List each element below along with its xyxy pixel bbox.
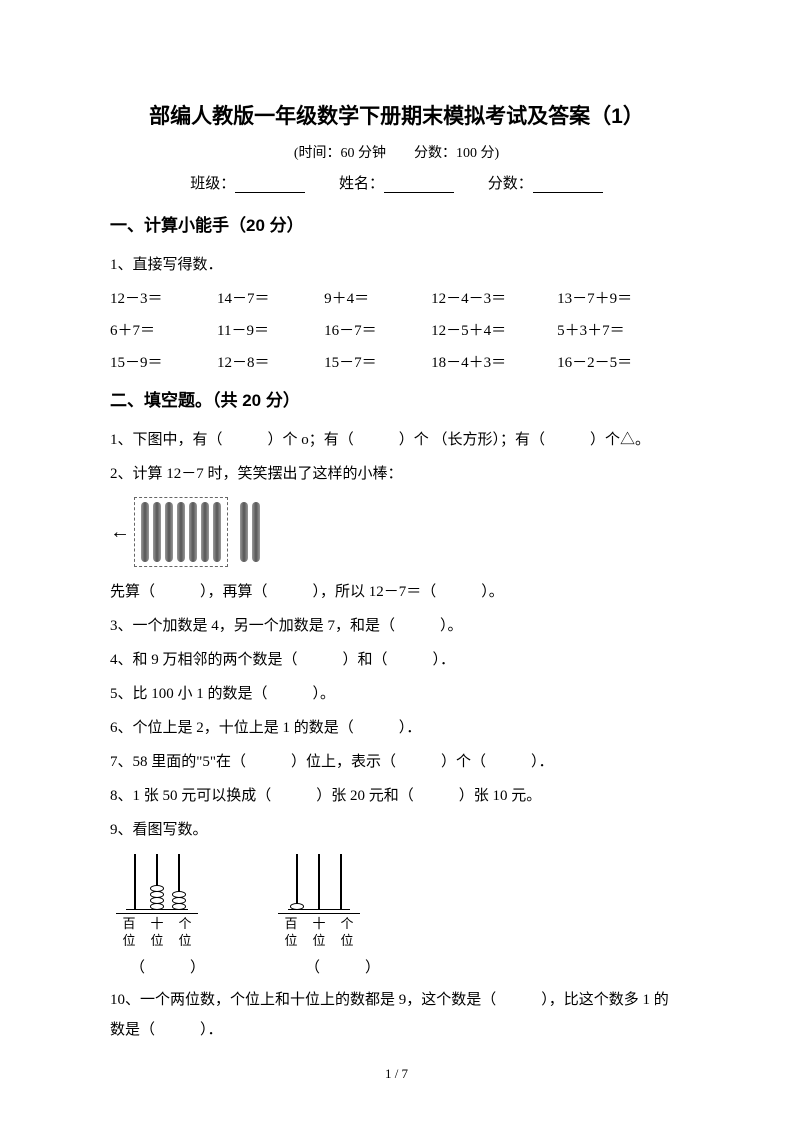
stick-icon bbox=[153, 502, 161, 562]
stick-icon bbox=[240, 502, 248, 562]
rod-tens bbox=[156, 854, 158, 909]
page-number: 1 / 7 bbox=[0, 1066, 793, 1082]
eq: 6＋7＝ bbox=[110, 316, 217, 346]
q2-2-after: 先算（ ），再算（ ），所以 12－7＝（ ）。 bbox=[110, 577, 683, 607]
exam-subtitle: (时间：60 分钟 分数：100 分) bbox=[110, 142, 683, 162]
name-blank[interactable] bbox=[384, 177, 454, 193]
label-hundreds: 百位 bbox=[122, 916, 136, 950]
bead-icon bbox=[150, 903, 164, 910]
abacus-rods bbox=[126, 855, 188, 910]
eq: 15－9＝ bbox=[110, 348, 217, 378]
eq: 16－2－5＝ bbox=[557, 348, 683, 378]
class-label: 班级： bbox=[190, 176, 235, 192]
class-blank[interactable] bbox=[235, 177, 305, 193]
stick-icon bbox=[201, 502, 209, 562]
q2-8: 8、1 张 50 元可以换成（ ）张 20 元和（ ）张 10 元。 bbox=[110, 781, 683, 811]
stick-icon bbox=[165, 502, 173, 562]
abacus-row: 百位 十位 个位 百位 十位 个位 bbox=[116, 855, 683, 950]
eq: 12－8＝ bbox=[217, 348, 324, 378]
section1-title: 一、计算小能手（20 分） bbox=[110, 211, 683, 236]
stick-icon bbox=[189, 502, 197, 562]
bead-icon bbox=[172, 903, 186, 910]
eq: 15－7＝ bbox=[324, 348, 431, 378]
rod-hundreds bbox=[134, 854, 136, 909]
eq-row-2: 6＋7＝ 11－9＝ 16－7＝ 12－5＋4＝ 5＋3＋7＝ bbox=[110, 316, 683, 346]
q2-7: 7、58 里面的"5"在（ ）位上，表示（ ）个（ ）． bbox=[110, 747, 683, 777]
paren-2[interactable]: （ ） bbox=[305, 956, 380, 977]
eq: 5＋3＋7＝ bbox=[557, 316, 683, 346]
label-ones: 个位 bbox=[340, 916, 354, 950]
eq: 16－7＝ bbox=[324, 316, 431, 346]
abacus-2: 百位 十位 个位 bbox=[278, 855, 360, 950]
info-line: 班级： 姓名： 分数： bbox=[110, 172, 683, 193]
abacus-labels: 百位 十位 个位 bbox=[278, 913, 360, 950]
paren-answer-row: （ ） （ ） bbox=[130, 956, 683, 977]
rod-tens bbox=[318, 854, 320, 909]
q2-4: 4、和 9 万相邻的两个数是（ ）和（ ）． bbox=[110, 645, 683, 675]
q2-2: 2、计算 12－7 时，笑笑摆出了这样的小棒： bbox=[110, 459, 683, 489]
exam-title: 部编人教版一年级数学下册期末模拟考试及答案（1） bbox=[110, 100, 683, 130]
eq: 11－9＝ bbox=[217, 316, 324, 346]
name-label: 姓名： bbox=[339, 176, 384, 192]
sticks-figure: ← bbox=[110, 497, 683, 567]
stick-icon bbox=[141, 502, 149, 562]
q2-5: 5、比 100 小 1 的数是（ ）。 bbox=[110, 679, 683, 709]
rod-ones bbox=[340, 854, 342, 909]
eq: 14－7＝ bbox=[217, 284, 324, 314]
q2-9: 9、看图写数。 bbox=[110, 815, 683, 845]
score-label: 分数： bbox=[488, 176, 533, 192]
stick-icon bbox=[177, 502, 185, 562]
eq: 9＋4＝ bbox=[324, 284, 431, 314]
q2-10: 10、一个两位数，个位上和十位上的数都是 9，这个数是（ ），比这个数多 1 的… bbox=[110, 985, 683, 1045]
label-hundreds: 百位 bbox=[284, 916, 298, 950]
bead-icon bbox=[290, 903, 304, 910]
stick-icon bbox=[213, 502, 221, 562]
sticks-outside bbox=[240, 502, 260, 562]
eq: 12－3＝ bbox=[110, 284, 217, 314]
q1-1-label: 1、直接写得数． bbox=[110, 250, 683, 280]
q2-1: 1、下图中，有（ ）个 o；有（ ）个 （长方形）；有（ ）个△。 bbox=[110, 425, 683, 455]
eq: 18－4＋3＝ bbox=[431, 348, 557, 378]
q2-6: 6、个位上是 2，十位上是 1 的数是（ ）． bbox=[110, 713, 683, 743]
score-blank[interactable] bbox=[533, 177, 603, 193]
rod-hundreds bbox=[296, 854, 298, 909]
rod-ones bbox=[178, 854, 180, 909]
q2-3: 3、一个加数是 4，另一个加数是 7，和是（ ）。 bbox=[110, 611, 683, 641]
paren-1[interactable]: （ ） bbox=[130, 956, 205, 977]
sticks-dashed-box bbox=[134, 497, 228, 567]
eq-row-3: 15－9＝ 12－8＝ 15－7＝ 18－4＋3＝ 16－2－5＝ bbox=[110, 348, 683, 378]
label-ones: 个位 bbox=[178, 916, 192, 950]
eq: 12－5＋4＝ bbox=[431, 316, 557, 346]
eq-row-1: 12－3＝ 14－7＝ 9＋4＝ 12－4－3＝ 13－7＋9＝ bbox=[110, 284, 683, 314]
abacus-labels: 百位 十位 个位 bbox=[116, 913, 198, 950]
section2-title: 二、填空题。（共 20 分） bbox=[110, 386, 683, 411]
eq: 13－7＋9＝ bbox=[557, 284, 683, 314]
abacus-rods bbox=[288, 855, 350, 910]
label-tens: 十位 bbox=[150, 916, 164, 950]
stick-icon bbox=[252, 502, 260, 562]
eq: 12－4－3＝ bbox=[431, 284, 557, 314]
label-tens: 十位 bbox=[312, 916, 326, 950]
abacus-1: 百位 十位 个位 bbox=[116, 855, 198, 950]
arrow-left-icon: ← bbox=[110, 521, 130, 544]
